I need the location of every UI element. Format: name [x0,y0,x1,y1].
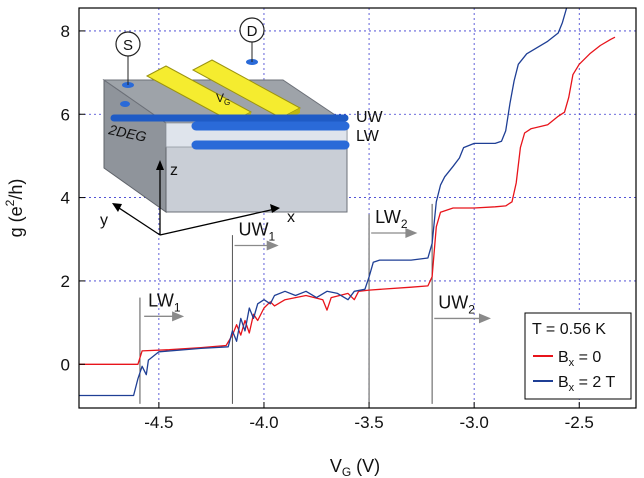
y-axis-ticks: 0 2 4 6 8 [61,22,85,374]
annotation-label-3: UW2 [438,292,475,316]
series-line-0 [79,36,616,365]
x-axis-arrow [159,208,276,236]
annotation-label-0: LW1 [148,290,181,314]
x-tick-label-0: -4.5 [144,413,173,432]
legend-label-bx2: Bx = 2 T [558,374,615,394]
series-group [79,7,616,397]
x-label: x [287,209,295,226]
legend-title: T = 0.56 K [532,321,606,338]
annotation-arrowhead-2 [405,228,418,238]
annotation-arrowhead-0 [172,311,185,322]
drain-marker [239,17,265,43]
x-axis-title: VG (V) [330,456,380,478]
drain-label: D [247,23,258,40]
device-schematic-inset: S D VG 2DEG UW LW z x y [100,17,384,236]
step-marker-lines [139,203,433,404]
y-tick-label-2: 4 [61,189,70,208]
x-arrowhead [270,204,280,213]
x-tick-label-2: -3.5 [354,413,383,432]
y-axis-arrow [115,205,161,236]
legend-label-bx0: Bx = 0 [558,349,601,369]
x-axis-ticks: -4.5 -4.0 -3.5 -3.0 -2.5 [144,402,594,432]
annotation-label-1: UW1 [239,220,276,244]
lower-source-contact [120,101,130,107]
annotation-arrowhead-3 [478,313,491,324]
x-tick-label-1: -4.0 [249,413,278,432]
source-label: S [123,37,133,54]
plot-frame [78,7,637,409]
annotation-label-2: LW2 [375,207,408,231]
y-tick-label-4: 8 [61,22,70,41]
x-tick-label-3: -3.0 [460,413,489,432]
source-marker [115,31,141,57]
y-tick-label-3: 6 [61,105,70,124]
series-line-1 [79,7,568,397]
x-tick-label-4: -2.5 [565,413,594,432]
legend: T = 0.56 K Bx = 0 Bx = 2 T [524,312,632,400]
y-tick-label-1: 2 [61,272,70,291]
uw-label: UW [356,109,384,126]
twodeg-label: 2DEG [106,121,148,145]
y-arrowhead [112,203,122,212]
z-arrowhead [156,160,164,170]
y-axis-title: g (e2/h) [3,179,26,238]
annotation-arrowhead-1 [266,240,279,251]
lw-label: LW [356,128,380,145]
gate-label: VG [216,91,230,107]
y-tick-label-0: 0 [61,355,70,374]
y-label: y [100,212,108,229]
z-label: z [170,162,178,179]
plateau-annotations: LW1 UW1 LW2 UW2 [144,207,491,324]
